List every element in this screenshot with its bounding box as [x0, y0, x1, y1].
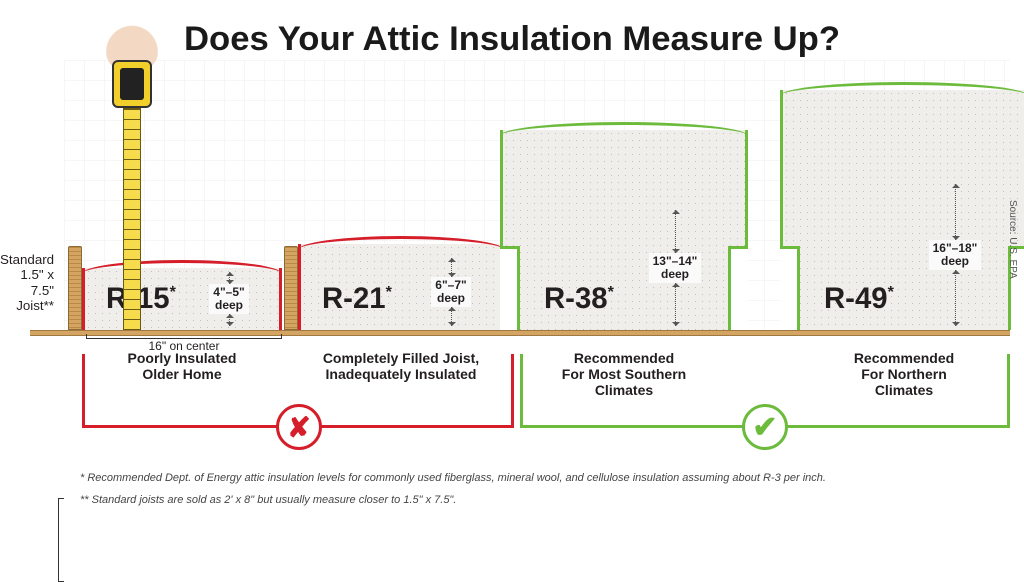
- on-center-bracket: [86, 338, 282, 339]
- joist-standard-label: Standard 1.5" x7.5" Joist**: [0, 252, 54, 313]
- joist: [68, 246, 82, 330]
- depth-callout: 4"–5"deep: [194, 272, 264, 326]
- insulation-fill: [500, 130, 748, 330]
- footnote-2: ** Standard joists are sold as 2' x 8" b…: [80, 494, 1004, 506]
- r-value-label: R-38*: [544, 282, 614, 316]
- cross-icon: ✘: [276, 404, 322, 450]
- check-icon: ✔: [742, 404, 788, 450]
- section-caption: Poorly InsulatedOlder Home: [82, 350, 282, 382]
- section-caption: RecommendedFor NorthernClimates: [800, 350, 1008, 398]
- joist-height-bracket: [58, 498, 59, 582]
- r-value-label: R-49*: [824, 282, 894, 316]
- section-r49: R-49* 16"–18"deep: [800, 70, 1008, 330]
- section-r21: R-21* 6"–7"deep: [298, 70, 504, 330]
- r-value-label: R-21*: [322, 282, 392, 316]
- depth-callout: 16"–18"deep: [920, 184, 990, 326]
- section-caption: RecommendedFor Most SouthernClimates: [520, 350, 728, 398]
- floor-line: [30, 330, 1010, 336]
- depth-callout: 6"–7"deep: [416, 258, 486, 326]
- source-attribution: Source: U.S. EPA: [1007, 200, 1018, 279]
- joist: [284, 246, 298, 330]
- joist-standard-label-text: Standard 1.5" x7.5" Joist**: [0, 252, 54, 313]
- section-caption: Completely Filled Joist,Inadequately Ins…: [298, 350, 504, 382]
- section-r15: R-15*4"–5"deep: [82, 70, 282, 330]
- footnote-1: * Recommended Dept. of Energy attic insu…: [80, 472, 1004, 484]
- depth-callout: 13"–14"deep: [640, 210, 710, 326]
- section-r38: R-38* 13"–14"deep: [520, 70, 728, 330]
